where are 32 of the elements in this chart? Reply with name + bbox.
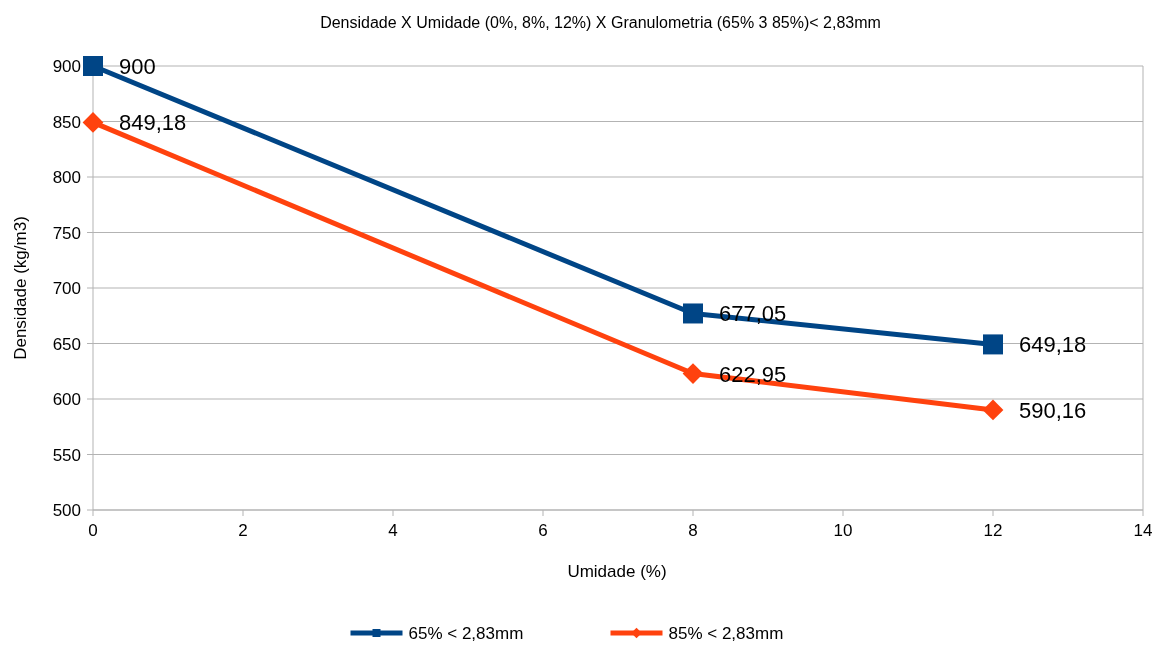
point xyxy=(982,399,1004,421)
x-axis-title: Umidade (%) xyxy=(567,562,667,581)
x-tick-label: 2 xyxy=(238,521,248,540)
y-tick-label: 650 xyxy=(52,334,81,354)
x-tick-label: 14 xyxy=(1133,521,1153,540)
legend-label: 65% < 2,83mm xyxy=(408,624,524,643)
x-tick-label: 0 xyxy=(88,521,98,540)
y-tick-label: 750 xyxy=(52,223,81,243)
data-label: 590,16 xyxy=(1019,397,1087,423)
data-label: 649,18 xyxy=(1019,332,1087,358)
data-label: 849,18 xyxy=(119,110,187,136)
y-tick-label: 800 xyxy=(52,168,81,187)
y-tick-label: 550 xyxy=(52,445,81,465)
legend-label: 85% < 2,83mm xyxy=(668,624,784,643)
y-tick-label: 700 xyxy=(52,279,81,298)
point xyxy=(82,112,104,133)
y-tick-label: 850 xyxy=(52,112,81,132)
x-tick-label: 4 xyxy=(388,521,398,540)
x-tick-label: 6 xyxy=(538,521,548,540)
x-tick-label: 12 xyxy=(983,521,1003,540)
point xyxy=(683,303,703,324)
point xyxy=(682,363,704,384)
chart-title: Densidade X Umidade (0%, 8%, 12%) X Granulometria (65% 3 85%)< 2,83mm xyxy=(320,14,881,31)
point xyxy=(983,334,1003,355)
x-tick-label: 8 xyxy=(688,521,698,540)
y-tick-label: 500 xyxy=(52,501,81,520)
y-tick-label: 600 xyxy=(52,390,81,409)
data-label: 900 xyxy=(119,54,156,79)
y-tick-label: 900 xyxy=(52,57,81,76)
x-tick-label: 10 xyxy=(833,521,853,540)
y-axis-title: Densidade (kg/m3) xyxy=(11,216,30,360)
point xyxy=(83,56,103,76)
